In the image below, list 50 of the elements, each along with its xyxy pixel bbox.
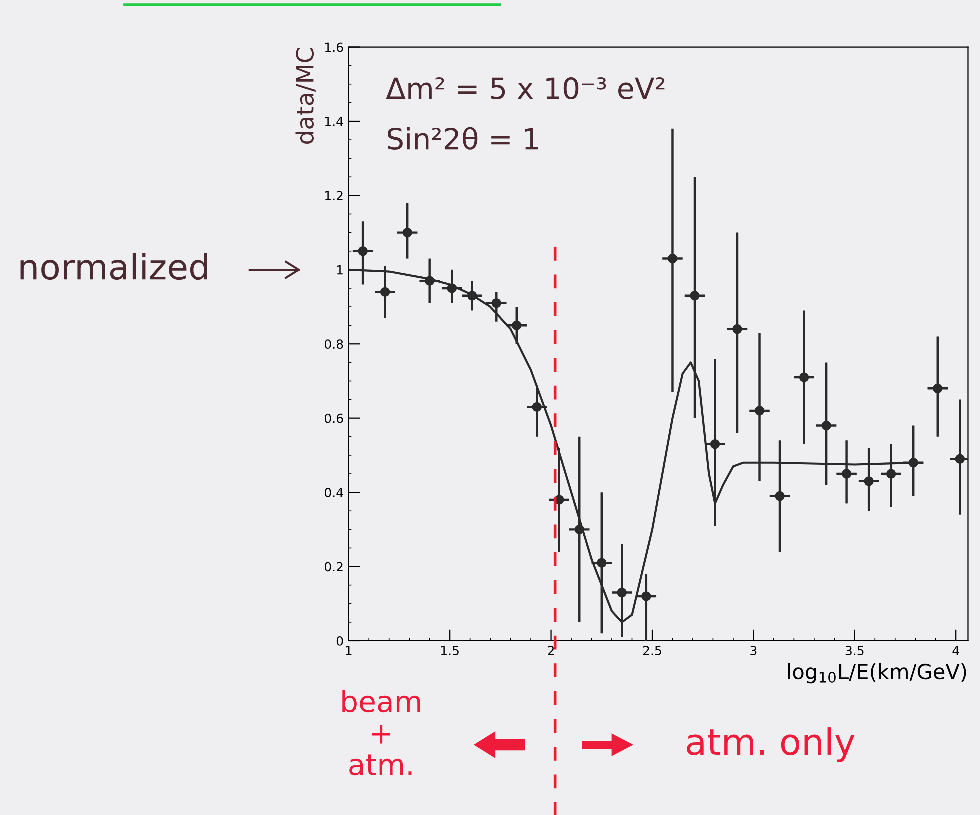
point bbox=[732, 324, 742, 334]
point bbox=[690, 291, 700, 301]
point bbox=[467, 291, 478, 301]
point bbox=[492, 298, 502, 308]
point bbox=[775, 491, 785, 502]
point bbox=[710, 439, 720, 450]
x-tick-label: 2 bbox=[548, 646, 554, 656]
y-tick-label: 1 bbox=[337, 266, 343, 275]
x-axis-title: log$_{10}$L/E(km/GeV) bbox=[788, 664, 966, 684]
annotation: Δm² = 5 x 10⁻³ eV² bbox=[386, 77, 665, 100]
point bbox=[597, 558, 607, 568]
y-tick-label: 0.4 bbox=[324, 488, 344, 498]
x-tick-label: 3.5 bbox=[846, 646, 864, 656]
point bbox=[358, 246, 368, 256]
point bbox=[447, 284, 457, 294]
y-tick-label: 0 bbox=[336, 636, 344, 646]
annotation: Sin²2θ = 1 bbox=[388, 127, 538, 150]
point bbox=[617, 588, 627, 598]
point bbox=[955, 454, 966, 464]
point bbox=[842, 469, 852, 479]
point bbox=[642, 592, 652, 602]
text: atm. only bbox=[687, 728, 855, 762]
y-tick-label: 1.2 bbox=[326, 191, 343, 200]
point bbox=[864, 476, 874, 486]
point bbox=[886, 469, 896, 479]
y-tick-label: 0.8 bbox=[324, 340, 344, 350]
x-tick-label: 1.5 bbox=[442, 646, 459, 656]
point bbox=[574, 524, 584, 535]
y-axis-title: data/MC bbox=[296, 48, 316, 144]
y-tick-label: 0.6 bbox=[324, 414, 344, 424]
point bbox=[402, 228, 412, 238]
text: normalized bbox=[20, 253, 208, 280]
x-tick-label: 1 bbox=[346, 646, 352, 656]
point bbox=[908, 458, 918, 468]
point bbox=[668, 254, 678, 264]
point bbox=[799, 372, 810, 382]
x-tick-label: 2.5 bbox=[643, 646, 662, 656]
point bbox=[933, 384, 943, 394]
x-tick-label: 3 bbox=[750, 646, 757, 656]
point bbox=[380, 287, 390, 298]
point bbox=[512, 320, 522, 330]
point bbox=[424, 276, 435, 286]
y-tick-label: 1.6 bbox=[326, 42, 344, 52]
y-tick-label: 1.4 bbox=[326, 117, 344, 126]
point bbox=[754, 406, 765, 416]
point bbox=[822, 420, 832, 431]
text: beam + atm. bbox=[342, 690, 420, 776]
point bbox=[532, 402, 542, 412]
y-tick-label: 0.2 bbox=[324, 562, 343, 572]
x-tick-label: 4 bbox=[952, 646, 960, 656]
